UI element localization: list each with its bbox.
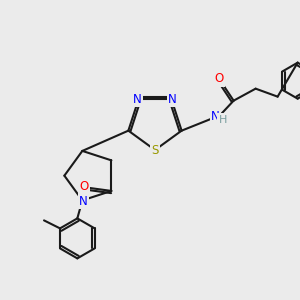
Text: O: O [214,72,223,85]
Text: H: H [218,115,227,125]
Text: N: N [168,93,177,106]
Text: N: N [211,110,220,123]
Text: N: N [133,93,142,106]
Text: N: N [79,195,88,208]
Text: O: O [80,180,89,194]
Text: S: S [151,145,159,158]
